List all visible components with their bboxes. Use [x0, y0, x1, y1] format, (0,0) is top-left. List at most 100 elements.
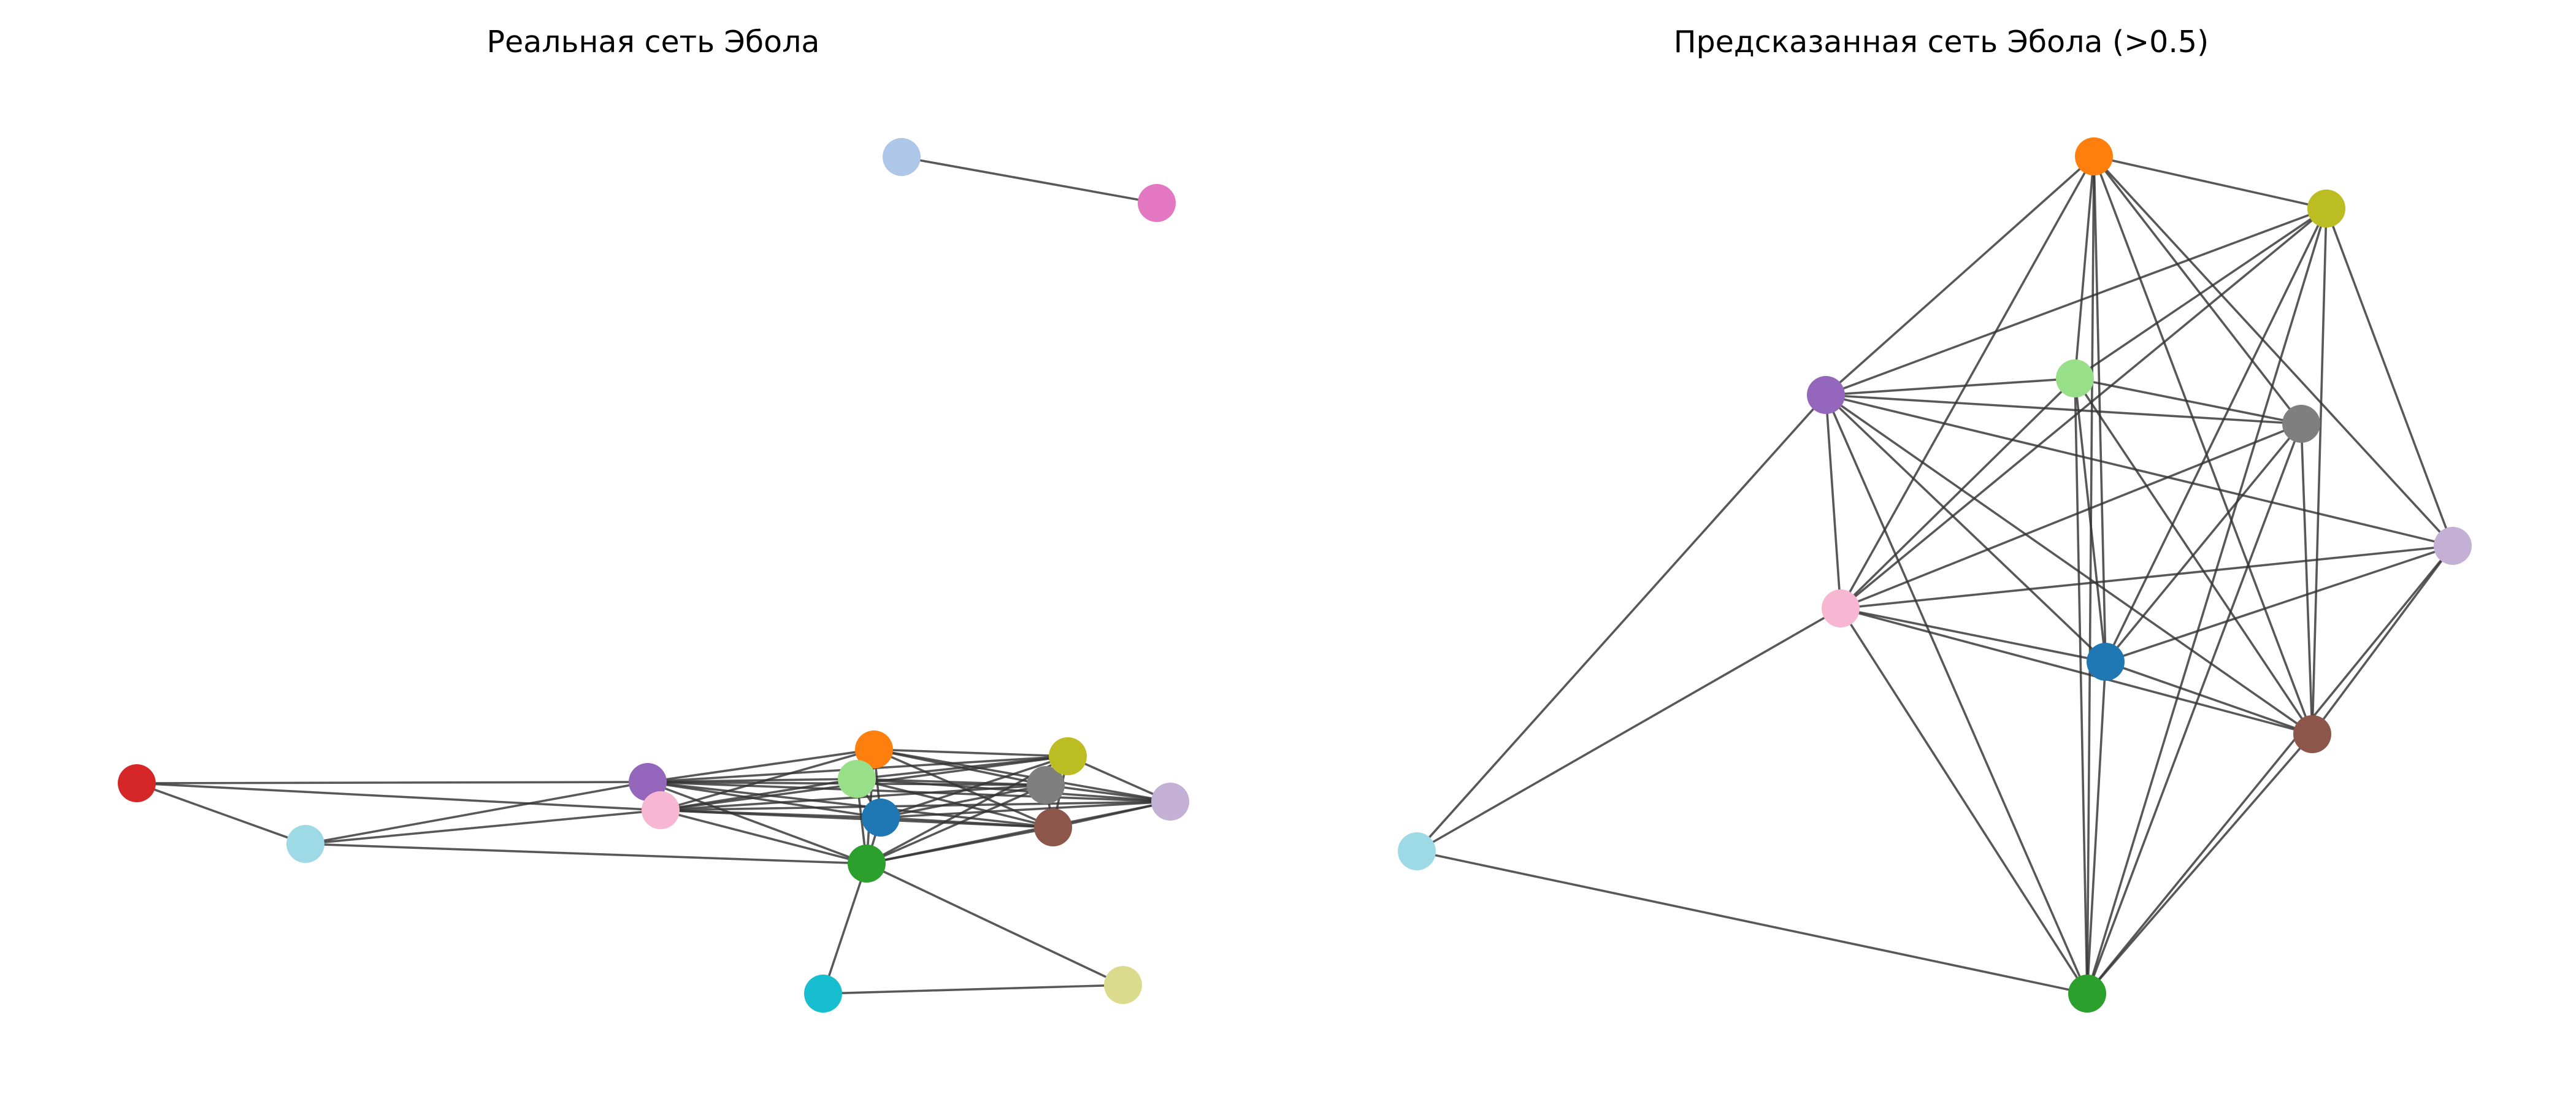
edge-n2-n5 — [2086, 733, 2313, 995]
node-n1 — [855, 730, 893, 769]
edge-n8-n4 — [1825, 207, 2327, 396]
edge-n1-n8 — [873, 748, 1068, 757]
node-n12 — [1151, 783, 1189, 821]
edge-n6-n7 — [660, 784, 1046, 811]
edge-n4-n5 — [1825, 394, 2313, 735]
edge-n5-n12 — [1052, 800, 1171, 829]
edge-n8-n6 — [1839, 207, 2328, 610]
edge-n1-n4 — [1825, 155, 2095, 396]
edge-n11-n2 — [2074, 378, 2088, 994]
edge-n15-n2 — [1416, 850, 2088, 995]
edge-n2-n14 — [866, 862, 1124, 986]
node-n4 — [1807, 376, 1845, 414]
edge-n4-n0 — [647, 781, 881, 819]
edge-n15-n2 — [305, 843, 867, 865]
edge-n9-n14 — [822, 984, 1124, 995]
node-n11 — [838, 760, 876, 798]
edge-n6-n5 — [1840, 607, 2313, 735]
edge-n4-n2 — [1825, 394, 2088, 994]
edge-n7-n0 — [2104, 423, 2302, 663]
edge-n1-n5 — [873, 748, 1054, 829]
node-n11 — [2056, 359, 2094, 397]
edge-n11-n12 — [856, 778, 1171, 803]
edge-n0-n5 — [880, 816, 1054, 829]
edge-n1-n0 — [2093, 156, 2107, 662]
node-n9 — [804, 975, 842, 1013]
edge-n12-n6 — [1840, 545, 2453, 610]
edge-n1-n8 — [2093, 155, 2327, 210]
edge-n7-n12 — [1045, 784, 1171, 803]
edge-n3-n6 — [136, 782, 661, 811]
edge-n7-n5 — [2300, 423, 2313, 735]
node-n6 — [1822, 589, 1860, 627]
edge-n0-n8 — [880, 755, 1068, 819]
edge-n1-n6 — [1839, 156, 2095, 609]
real-network-graph — [118, 138, 1189, 1013]
edge-n1-n5 — [2093, 156, 2313, 735]
edge-n4-n2 — [647, 781, 867, 865]
node-n2 — [2068, 975, 2106, 1013]
node-n5 — [2293, 715, 2331, 753]
edge-n15-n4 — [1416, 394, 1827, 853]
edge-n6-n1 — [660, 748, 875, 811]
edge-n11-n0 — [2074, 378, 2107, 662]
edge-n4-n6 — [1825, 394, 1842, 609]
edge-n0-n12 — [880, 800, 1171, 819]
node-n14 — [1104, 966, 1142, 1004]
edge-n4-n7 — [1825, 394, 2302, 425]
edge-n6-n0 — [1840, 607, 2106, 663]
edge-n3-n15 — [136, 782, 306, 845]
edge-n11-n7 — [2074, 377, 2302, 425]
edge-n4-n12 — [1825, 394, 2453, 547]
edge-n8-n12 — [2325, 208, 2454, 546]
node-n3 — [118, 764, 156, 802]
edge-n2-n5 — [866, 826, 1054, 865]
edge-n12-n0 — [2105, 545, 2453, 663]
node-n6 — [642, 791, 680, 829]
edge-n8-n5 — [2311, 208, 2328, 735]
edge-n2-n7 — [866, 784, 1046, 865]
edge-n6-n2 — [1839, 608, 2088, 994]
node-n7 — [1027, 766, 1065, 804]
edge-n4-n0 — [1825, 394, 2107, 663]
node-n15 — [1398, 832, 1436, 870]
node-n15 — [286, 825, 324, 863]
node-n12 — [2434, 527, 2472, 565]
edge-n4-n11 — [1825, 377, 2076, 396]
node-n5 — [1034, 808, 1072, 846]
node-n1 — [2075, 137, 2113, 175]
edge-n7-n2 — [2086, 423, 2302, 994]
node-n10 — [883, 138, 921, 176]
edge-n1-n12 — [2093, 155, 2454, 547]
edge-n6-n2 — [660, 809, 867, 865]
edge-n7-n6 — [1840, 423, 2302, 610]
node-n8 — [2307, 190, 2345, 228]
left-panel-title: Реальная сеть Эбола — [486, 25, 820, 59]
edge-n15-n6 — [1416, 607, 1841, 853]
right-panel-title: Предсказанная сеть Эбола (>0.5) — [1673, 25, 2209, 59]
node-n7 — [2282, 405, 2320, 443]
edge-n1-n12 — [873, 748, 1171, 803]
node-n8 — [1049, 737, 1087, 775]
edge-n9-n2 — [822, 863, 868, 994]
edge-n10-n13 — [901, 156, 1157, 204]
edge-n8-n2 — [2086, 208, 2328, 994]
node-n0 — [2087, 643, 2125, 681]
edge-n1-n2 — [2086, 156, 2095, 994]
edge-n0-n5 — [2105, 661, 2313, 735]
edge-n8-n11 — [2074, 207, 2328, 380]
edge-n8-n0 — [2104, 208, 2328, 662]
edge-n1-n7 — [2093, 155, 2302, 425]
edge-n15-n6 — [305, 809, 661, 845]
edge-n0-n2 — [2086, 661, 2107, 994]
edge-n12-n5 — [2311, 545, 2454, 735]
predicted-network-graph — [1398, 137, 2472, 1013]
edge-n11-n6 — [1839, 377, 2076, 610]
node-n2 — [848, 845, 886, 883]
edge-n1-n11 — [2074, 156, 2095, 379]
node-n0 — [862, 799, 900, 837]
edge-n12-n2 — [2086, 545, 2454, 995]
edge-n3-n4 — [136, 781, 648, 784]
edge-n15-n4 — [305, 781, 648, 845]
